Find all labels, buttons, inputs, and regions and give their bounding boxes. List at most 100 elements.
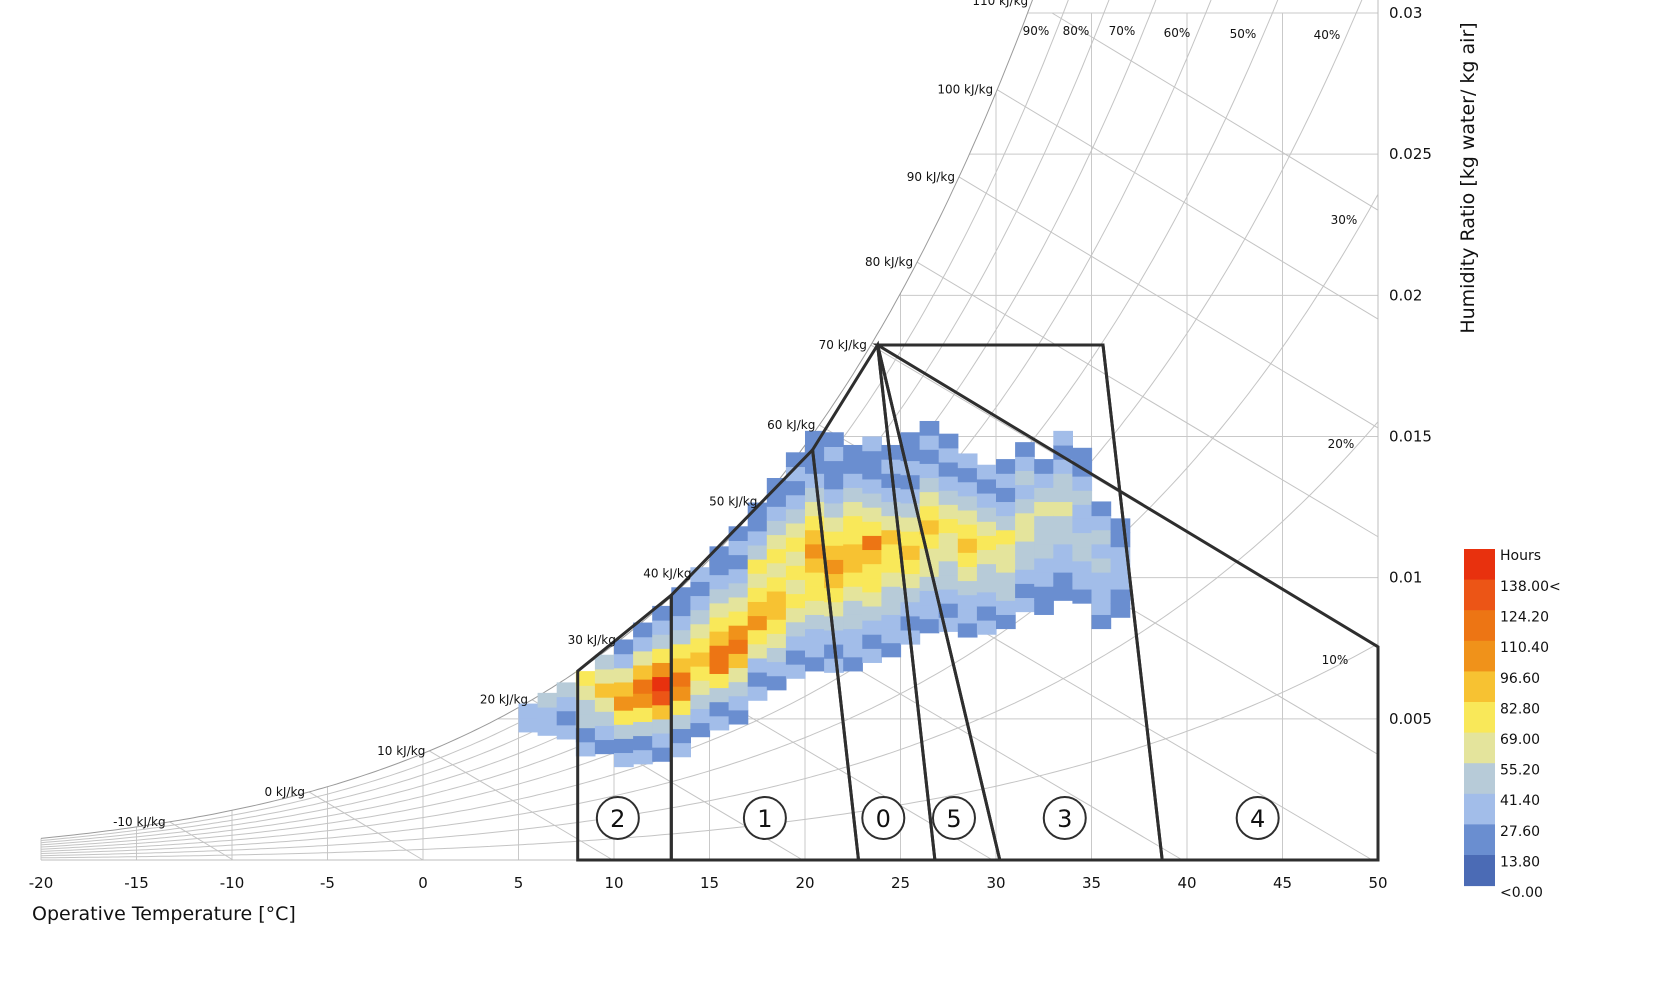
heatmap-cell: [785, 537, 806, 552]
heatmap-cell: [862, 634, 882, 649]
heatmap-cell: [766, 605, 787, 620]
heatmap-cell: [1110, 588, 1131, 604]
legend-label: 138.00<: [1500, 579, 1561, 595]
heatmap-cell: [996, 586, 1016, 601]
heatmap-cell: [1015, 569, 1035, 584]
heatmap-cell: [614, 695, 634, 711]
heatmap-cell: [633, 636, 653, 652]
heatmap-cell: [709, 588, 730, 604]
heatmap-cell: [575, 671, 596, 686]
x-tick-label: -20: [29, 874, 54, 892]
heatmap-cell: [919, 491, 940, 507]
rh-label: 80%: [1063, 24, 1090, 38]
heatmap-cell: [919, 477, 940, 493]
heatmap-cell: [862, 450, 882, 466]
heatmap-cell: [537, 721, 558, 736]
rh-label: 20%: [1328, 437, 1355, 451]
heatmap-cell: [976, 521, 997, 536]
x-tick-label: 15: [700, 874, 719, 892]
heatmap-cell: [594, 682, 615, 698]
zone-3-marker: [1042, 796, 1087, 840]
heatmap-cell: [652, 747, 672, 762]
heatmap-cell: [652, 648, 672, 663]
zone-0-label: 0: [876, 805, 891, 833]
heatmap-cell: [843, 642, 863, 658]
heatmap-cell: [728, 540, 749, 556]
heatmap-cell: [1053, 430, 1073, 446]
heatmap-cell: [690, 651, 711, 667]
zone-4-marker: [1235, 796, 1280, 840]
heatmap-cell: [938, 490, 959, 505]
heatmap-cell: [1053, 515, 1073, 531]
legend-label: 41.40: [1500, 793, 1540, 809]
heatmap-cell: [805, 543, 825, 559]
heatmap-cell: [805, 614, 825, 630]
heatmap-cell: [690, 637, 711, 653]
heatmap-cell: [881, 557, 902, 573]
heatmap-cell: [747, 643, 768, 659]
heatmap-cell: [976, 549, 997, 565]
heatmap-cell: [1015, 442, 1035, 457]
heatmap-cell: [614, 710, 634, 725]
heatmap-cell: [919, 420, 940, 436]
zone-5-marker: [931, 796, 976, 840]
heatmap-cell: [1015, 498, 1035, 514]
rh-label: 30%: [1331, 213, 1358, 227]
heatmap-cell: [671, 714, 691, 730]
heatmap-cell: [785, 593, 806, 609]
zone-4-outline: [872, 343, 1380, 862]
heatmap-cell: [518, 703, 539, 719]
heatmap-cell: [1053, 473, 1073, 488]
heatmap-cell: [919, 519, 940, 535]
heatmap-cell: [957, 453, 978, 469]
heatmap-cell: [1110, 518, 1131, 534]
heatmap-cell: [633, 707, 653, 722]
heatmap-cell: [766, 548, 787, 564]
heatmap-cell: [938, 433, 959, 449]
heatmap-cell: [690, 623, 711, 639]
heatmap-cell: [633, 721, 653, 737]
enthalpy-line: [916, 261, 1379, 538]
heatmap-cell: [881, 543, 902, 559]
heatmap-cell: [919, 590, 940, 606]
heatmap-cell: [785, 579, 806, 595]
enthalpy-label: 10 kJ/kg: [377, 744, 425, 758]
heatmap-cell: [843, 487, 863, 503]
heatmap-cell: [919, 505, 940, 521]
heatmap-cell: [614, 752, 634, 768]
legend-label: 124.20: [1500, 610, 1549, 626]
heatmap-cell: [747, 657, 768, 673]
x-tick-label: 25: [891, 874, 910, 892]
heatmap-cell: [1015, 470, 1035, 486]
heatmap-cell: [747, 530, 768, 546]
heatmap-cell: [1110, 574, 1131, 590]
legend-swatch: [1464, 671, 1495, 703]
heatmap-cell: [976, 507, 997, 522]
heatmap-cell: [747, 671, 768, 687]
x-tick-label: 35: [1082, 874, 1101, 892]
heatmap-cell: [671, 657, 691, 673]
heatmap-cell: [957, 552, 978, 567]
heatmap-cell: [728, 653, 749, 669]
heatmap-cell: [938, 476, 959, 491]
heatmap-cell: [556, 682, 577, 698]
heatmap-cell: [728, 639, 749, 654]
heatmap-cell: [652, 690, 672, 706]
zone-4-label: 4: [1250, 805, 1265, 833]
heatmap-cell: [1072, 504, 1093, 519]
heatmap-cell: [843, 614, 863, 630]
heatmap-cell: [862, 549, 882, 565]
heatmap-cell: [881, 444, 902, 460]
heatmap-cell: [1053, 501, 1073, 517]
heatmap-cell: [1015, 555, 1035, 570]
heatmap-cell: [1072, 560, 1093, 576]
heatmap-cell: [919, 463, 940, 479]
heatmap-cell: [843, 656, 863, 672]
heatmap-cell: [843, 600, 863, 615]
heatmap-cell: [843, 543, 863, 559]
legend-label: 110.40: [1500, 640, 1549, 656]
heatmap-cell: [938, 546, 959, 562]
heatmap-cell: [862, 478, 882, 494]
zone-5-label: 5: [946, 805, 961, 833]
heatmap-cell: [843, 444, 863, 460]
